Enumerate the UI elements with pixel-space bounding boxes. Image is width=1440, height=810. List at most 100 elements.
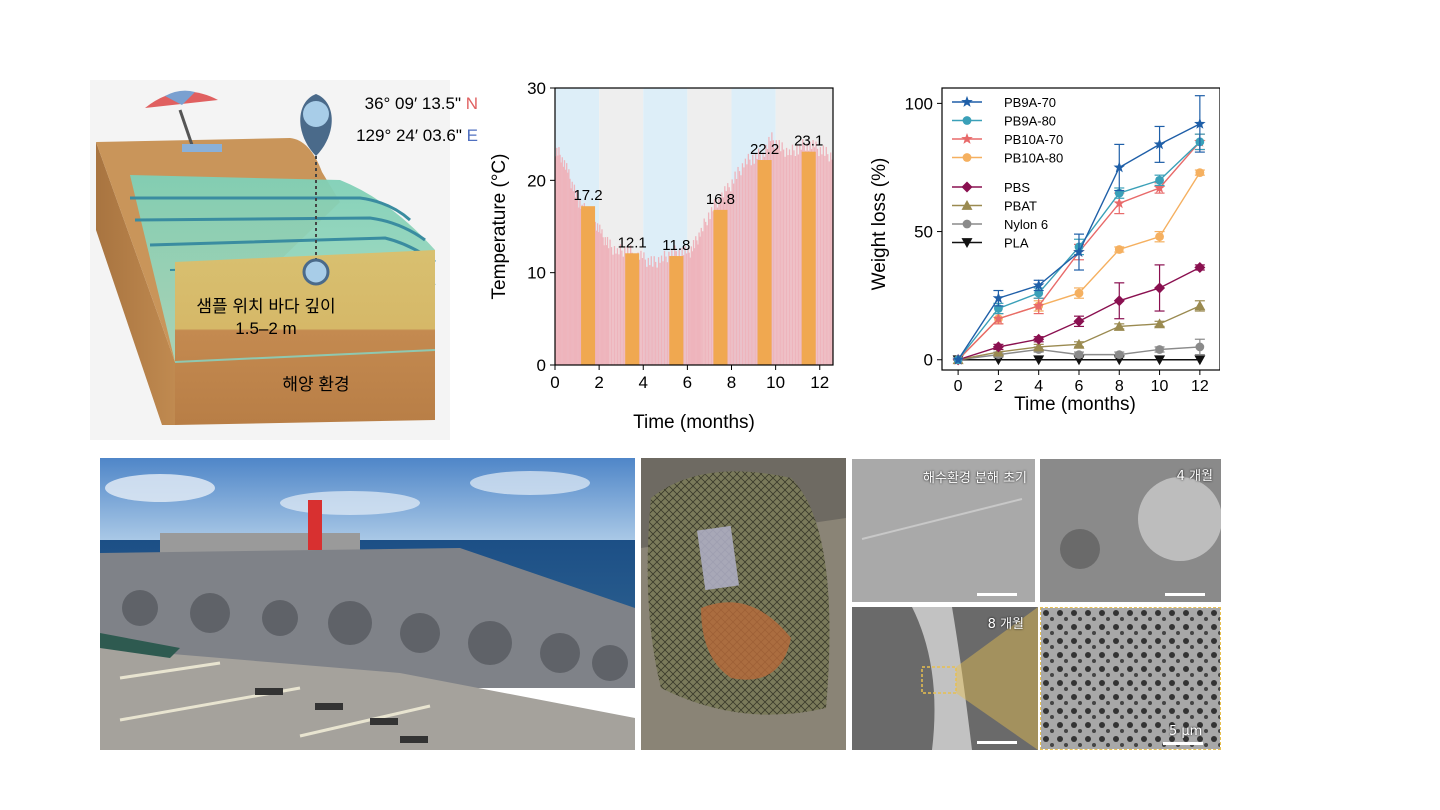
daily-temperature-bar — [663, 250, 666, 365]
daily-temperature-bar — [749, 159, 751, 365]
sem-ridge — [912, 607, 972, 750]
sem-initial-svg — [852, 459, 1035, 602]
data-point — [1194, 261, 1206, 273]
data-point — [1195, 342, 1205, 352]
sample-net-photo — [641, 458, 846, 750]
daily-temperature-bar — [741, 163, 744, 365]
daily-temperature-bar — [712, 211, 714, 365]
daily-temperature-bar — [694, 248, 696, 365]
daily-temperature-bar — [624, 246, 626, 365]
monthly-mean-bar — [757, 160, 772, 365]
parking-line — [119, 661, 221, 680]
daily-temperature-bar — [831, 159, 833, 365]
data-point — [1155, 232, 1164, 242]
sem-4-months-svg — [1040, 459, 1221, 602]
monthly-mean-bar — [801, 151, 816, 365]
data-point — [1114, 350, 1124, 360]
legend-marker — [961, 133, 973, 144]
daily-temperature-bar — [785, 147, 788, 365]
daily-temperature-bar — [595, 230, 598, 365]
sem-initial: 해수환경 분해 초기 — [852, 459, 1035, 602]
x-tick-label: 0 — [550, 373, 559, 392]
daily-temperature-bar — [638, 259, 641, 365]
legend-label: PB10A-70 — [1004, 132, 1063, 147]
daily-temperature-bar — [575, 190, 578, 365]
daily-temperature-bar — [607, 248, 610, 365]
tide-pool — [100, 633, 180, 658]
daily-temperature-bar — [727, 183, 729, 365]
daily-temperature-bar — [709, 219, 711, 365]
bar-value-label: 11.8 — [662, 237, 690, 254]
coordinates: 36° 09′ 13.5" N 129° 24′ 03.6" E — [338, 88, 478, 152]
legend-label: PB9A-70 — [1004, 95, 1056, 110]
data-point — [1154, 282, 1166, 294]
daily-temperature-bar — [830, 152, 832, 365]
daily-temperature-bar — [740, 175, 742, 365]
data-point — [1155, 175, 1164, 185]
daily-temperature-bar — [650, 256, 652, 365]
sem-8-months-zoom: 5 μm — [1040, 607, 1221, 750]
daily-temperature-bar — [800, 149, 802, 365]
sem-zoom-svg — [1041, 608, 1220, 749]
longitude: 129° 24′ 03.6" E — [338, 120, 478, 152]
daily-temperature-bar — [564, 169, 567, 365]
legend-marker — [961, 181, 973, 193]
y-tick-label: 0 — [924, 351, 933, 370]
wheel-stop — [315, 703, 343, 710]
daily-temperature-bar — [570, 188, 572, 365]
sem-8-months: 8 개월 — [852, 607, 1038, 750]
daily-temperature-bar — [577, 198, 579, 365]
daily-temperature-bar — [753, 163, 755, 365]
bar-value-label: 12.1 — [618, 234, 647, 251]
data-point — [992, 341, 1004, 353]
monthly-mean-bar — [669, 256, 684, 365]
y-axis-label: Weight loss (%) — [869, 158, 890, 291]
daily-temperature-bar — [778, 140, 780, 365]
daily-temperature-bar — [685, 253, 688, 365]
sem-8-months-svg — [852, 607, 1038, 750]
data-point — [1113, 320, 1125, 331]
sem-label-8-months: 8 개월 — [987, 617, 1024, 632]
legend: PB9A-70 PB9A-80 PB10A-70 PB10A-80 PBS PBAT Nyl… — [952, 95, 1063, 251]
daily-temperature-bar — [657, 257, 660, 365]
weight-loss-chart-svg: 0 2 4 6 8 10 12 0 50 100 Time (months) Weight loss … — [869, 87, 1221, 415]
cloud — [280, 491, 420, 515]
daily-temperature-bar — [602, 237, 604, 365]
daily-temperature-bar — [743, 167, 745, 365]
sem-4-months: 4 개월 — [1040, 459, 1221, 602]
daily-temperature-bar — [646, 266, 648, 365]
daily-temperature-bar — [756, 158, 758, 365]
legend-marker — [962, 116, 972, 125]
x-tick-label: 4 — [639, 373, 648, 392]
data-point — [1113, 161, 1125, 173]
daily-temperature-bar — [781, 142, 783, 365]
legend-label: PBS — [1004, 180, 1030, 195]
weight-loss-chart: 0 2 4 6 8 10 12 0 50 100 Time (months) Weight loss … — [860, 78, 1221, 423]
daily-temperature-bar — [594, 221, 597, 365]
daily-temperature-bar — [618, 254, 620, 365]
daily-temperature-bar — [731, 179, 733, 365]
daily-temperature-bar — [703, 218, 705, 365]
wheel-stop — [255, 688, 283, 695]
daily-temperature-bar — [782, 149, 785, 365]
sample-location-icon — [302, 258, 330, 286]
sem-sphere — [1138, 477, 1221, 561]
legend-label: Nylon 6 — [1004, 217, 1048, 232]
daily-temperature-bar — [780, 151, 782, 365]
wave-line — [134, 216, 426, 242]
daily-temperature-bar — [578, 207, 580, 365]
daily-temperature-bar — [775, 140, 777, 365]
data-point — [992, 312, 1005, 324]
sem-porous-surface — [1041, 608, 1220, 749]
water-line — [174, 349, 436, 363]
wheel-stop — [370, 718, 398, 725]
daily-temperature-bar — [609, 239, 611, 365]
daily-temperature-bar — [603, 245, 605, 365]
daily-temperature-bar — [601, 229, 603, 365]
legend-marker — [961, 95, 973, 107]
daily-temperature-bar — [730, 191, 732, 365]
daily-temperature-bar — [579, 200, 581, 365]
data-point — [1033, 333, 1045, 345]
depth-value: 1.5–2 m — [235, 319, 296, 338]
daily-temperature-bar — [771, 132, 773, 365]
